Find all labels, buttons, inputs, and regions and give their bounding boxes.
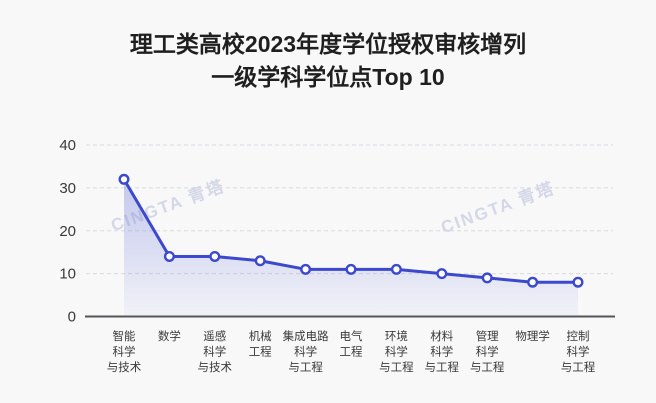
- data-point-marker: [118, 173, 130, 185]
- chart-title: 理工类高校2023年度学位授权审核增列 一级学科学位点Top 10: [0, 28, 656, 94]
- data-point-marker: [163, 250, 175, 262]
- y-axis-tick-label: 10: [59, 266, 76, 283]
- area-fill: [124, 179, 578, 317]
- data-point-marker: [481, 272, 493, 284]
- x-axis-category-label: 集成电路科学与工程: [283, 329, 329, 374]
- data-point-marker: [300, 263, 312, 275]
- x-axis-category-label: 物理学: [515, 329, 550, 343]
- chart-title-line1: 理工类高校2023年度学位授权审核增列: [129, 31, 527, 57]
- data-point-marker: [527, 276, 539, 288]
- data-point-marker: [572, 276, 584, 288]
- y-axis-tick-label: 0: [68, 309, 76, 326]
- y-axis-tick-label: 30: [59, 180, 76, 197]
- x-axis-category-label: 数学: [158, 329, 181, 343]
- data-point-marker: [209, 250, 221, 262]
- y-axis-tick-label: 40: [59, 137, 76, 154]
- y-axis-tick-label: 20: [59, 223, 76, 240]
- x-axis-category-label: 电气工程: [340, 329, 363, 359]
- data-point-marker: [254, 255, 266, 267]
- data-point-marker: [436, 268, 448, 280]
- x-axis-category-label: 遥感科学与技术: [198, 329, 233, 374]
- x-axis-category-label: 环境科学与工程: [379, 329, 414, 374]
- x-axis-category-label: 材料科学与工程: [425, 329, 460, 374]
- chart-title-line2: 一级学科学位点Top 10: [211, 64, 445, 90]
- data-point-marker: [390, 263, 402, 275]
- data-point-marker: [345, 263, 357, 275]
- x-axis-category-label: 智能科学与技术: [107, 329, 142, 374]
- x-axis-category-label: 管理科学与工程: [470, 329, 505, 374]
- x-axis-category-label: 控制科学与工程: [561, 329, 596, 374]
- x-axis-category-label: 机械工程: [249, 329, 272, 359]
